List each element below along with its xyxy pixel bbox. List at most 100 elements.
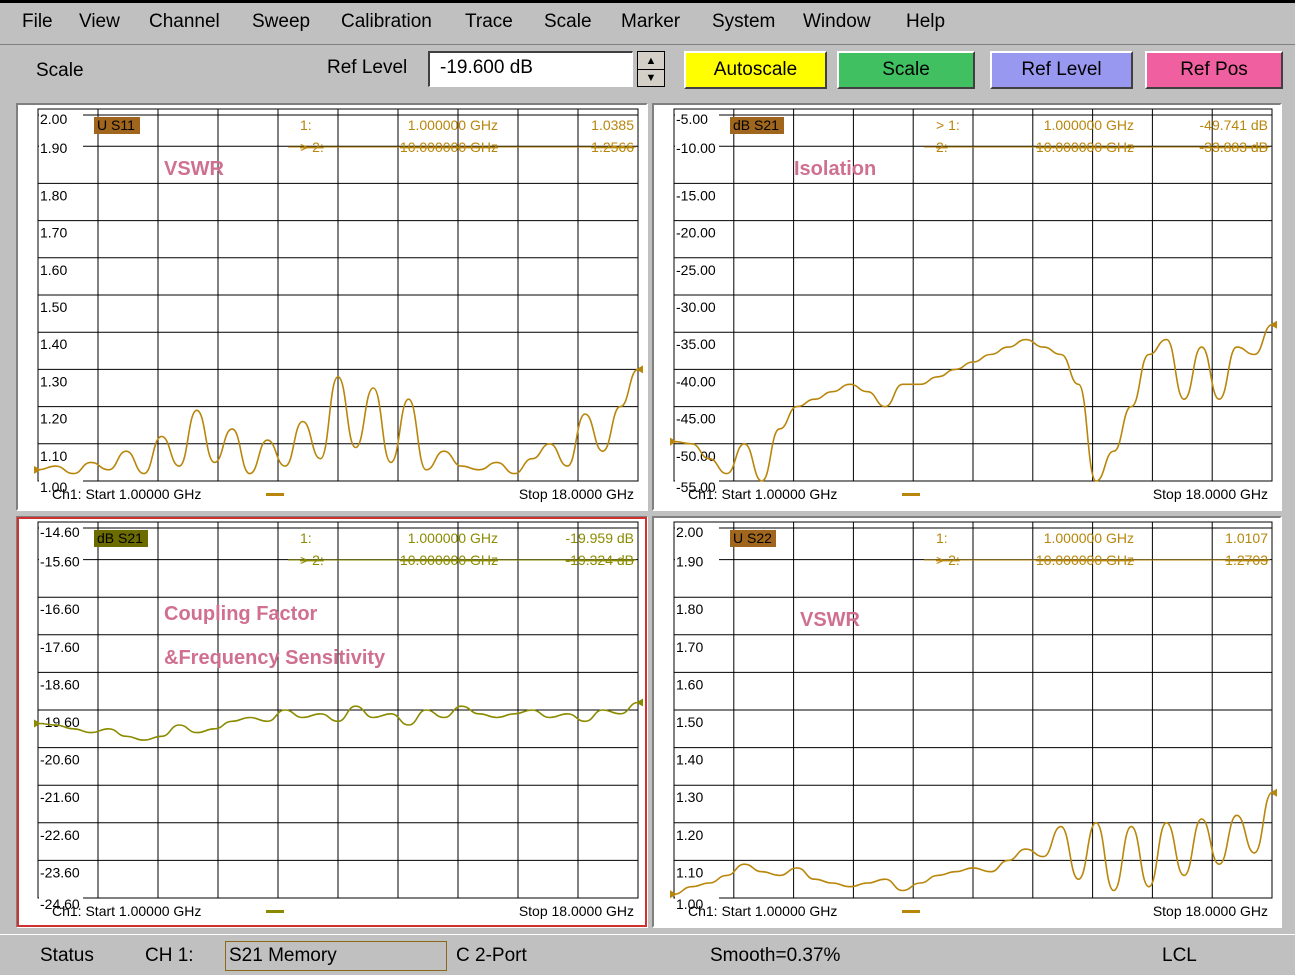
sweep-stop-label: Stop 18.0000 GHz [1153,486,1268,502]
marker-2-triangle [1270,788,1277,797]
menu-calibration[interactable]: Calibration [341,11,432,32]
trace-window-s11[interactable]: 2.00 1.90 1.80 1.70 1.60 1.50 1.40 1.30 1.20 1.10… [16,103,648,511]
marker-frequency: 1.000000 GHz [408,117,498,133]
trace-badge [94,530,148,547]
scale-button[interactable]: Scale [837,51,975,89]
y-tick-label-bg [675,374,719,390]
window-top-border [0,0,1295,3]
trace-window-s22[interactable]: 2.00 1.90 1.80 1.70 1.60 1.50 1.40 1.30 1.20 1.10… [652,516,1282,928]
marker-2-triangle [636,698,643,707]
trace-annotation: Coupling Factor [164,603,318,625]
menu-trace[interactable]: Trace [465,11,513,32]
y-tick-label: 1.00 [40,479,67,495]
y-tick-label-bg [39,300,83,315]
y-tick-label: 1.50 [676,714,703,730]
sweep-start-label: Ch1: Start 1.00000 GHz [688,486,837,502]
trace-color-key [902,493,920,496]
trace-line [37,368,639,475]
ref-level-input[interactable]: -19.600 dB [428,51,633,87]
y-tick-label: 1.60 [40,262,67,278]
menu-file[interactable]: File [22,11,53,32]
marker-frequency: 1.000000 GHz [408,530,498,546]
y-tick-label: 2.00 [40,111,67,127]
y-tick-label: -24.60 [40,896,80,912]
spin-down-icon[interactable]: ▼ [645,71,657,84]
y-tick-label: 1.40 [40,336,67,352]
sweep-start-label: Ch1: Start 1.00000 GHz [52,486,201,502]
status-smooth: Smooth=0.37% [710,945,841,966]
trace-plot-svg: -14.60 -15.60 -16.60 -17.60 -18.60 -19.60 -20.… [34,521,643,919]
status-port: C 2-Port [456,945,527,966]
trace-window-s21-isolation[interactable]: -5.00 -10.00 -15.00 -20.00 -25.00 -30.00 -35.0… [652,103,1282,511]
y-tick-label: 1.90 [40,140,67,156]
y-tick-label-bg [675,865,719,881]
marker-1-triangle [34,465,41,474]
y-tick-label: -10.00 [676,140,716,156]
trace-plot-svg: -5.00 -10.00 -15.00 -20.00 -25.00 -30.00 -35.0… [670,108,1277,502]
y-tick-label: 1.70 [676,639,703,655]
y-tick-label: 1.80 [40,187,67,203]
spin-up-icon[interactable]: ▲ [638,52,664,70]
y-tick-label-bg [675,112,719,127]
trace-window-s21-coupling[interactable]: -14.60 -15.60 -16.60 -17.60 -18.60 -19.60 -20.… [16,516,648,928]
status-label: Status [40,945,94,966]
status-channel: CH 1: [145,945,194,966]
ref-level-spinner[interactable]: ▲ ▼ [637,51,665,87]
y-tick-label: 1.80 [676,601,703,617]
menu-scale[interactable]: Scale [544,11,592,32]
menu-sweep[interactable]: Sweep [252,11,311,32]
y-tick-label: 1.60 [676,676,703,692]
y-tick-label-bg [39,865,83,881]
menu-help[interactable]: Help [906,11,946,32]
marker-2-triangle [636,365,643,374]
y-tick-label-bg [39,897,83,912]
menu-window[interactable]: Window [803,11,871,32]
y-tick-label: 1.10 [40,448,67,464]
y-tick-label: 1.30 [40,373,67,389]
ref-pos-button[interactable]: Ref Pos [1145,51,1283,89]
y-tick-label: -19.60 [40,714,80,730]
status-measurement-box: S21 Memory [225,941,447,971]
y-tick-label-bg [39,525,83,540]
y-tick-label: -40.00 [676,373,716,389]
marker-1-triangle [670,437,677,446]
ref-level-label: Ref Level [327,57,408,78]
marker-value: -19.959 dB [566,530,635,546]
y-tick-label-bg [39,374,83,390]
sweep-stop-label: Stop 18.0000 GHz [519,486,634,502]
y-tick-label-bg [675,677,719,693]
trace-annotation: VSWR [800,609,861,631]
y-tick-label-bg [675,262,719,278]
trace-annotation: VSWR [164,158,225,180]
trace-color-key [266,493,284,496]
y-tick-label: 1.20 [676,827,703,843]
menu-system[interactable]: System [712,11,776,32]
marker-frequency: 1.000000 GHz [1044,530,1134,546]
ref-level-button[interactable]: Ref Level [990,51,1133,89]
y-tick-label: 1.50 [40,299,67,315]
menu-channel[interactable]: Channel [149,11,220,32]
trace-line [37,701,639,741]
y-tick-label: 2.00 [676,524,703,540]
y-tick-label-bg [675,602,719,618]
status-remote-mode: LCL [1162,945,1197,966]
toolbar-section-label: Scale [36,60,84,81]
y-tick-label: -15.60 [40,554,80,570]
marker-2-triangle [1270,320,1277,329]
marker-value: 1.0385 [591,117,634,133]
y-tick-label: -22.60 [40,827,80,843]
status-bar: Status CH 1: S21 Memory C 2-Port Smooth=… [0,934,1295,975]
marker-index: > 1: [936,117,960,133]
menu-view[interactable]: View [79,11,120,32]
trace-badge [730,530,776,547]
plot-frame [673,521,1273,899]
y-tick-label-bg [39,480,83,495]
y-tick-label: 1.90 [676,554,703,570]
y-tick-label-bg [675,480,719,495]
autoscale-button[interactable]: Autoscale [684,51,827,89]
y-tick-label-bg [39,827,83,843]
sweep-start-label: Ch1: Start 1.00000 GHz [52,903,201,919]
marker-1-triangle [670,890,677,899]
y-tick-label-bg [39,554,83,570]
menu-marker[interactable]: Marker [621,11,681,32]
